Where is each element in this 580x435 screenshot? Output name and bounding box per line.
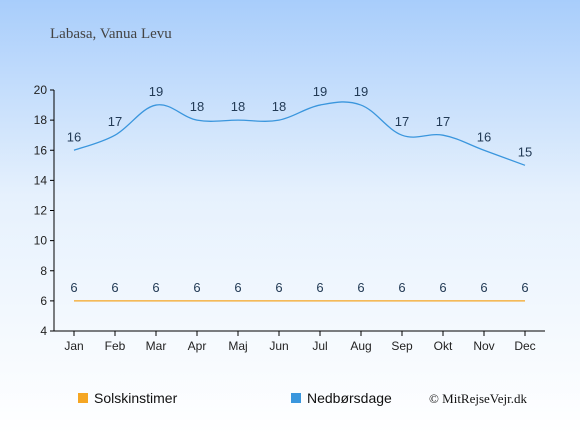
legend-swatch-rain-days bbox=[291, 393, 301, 403]
x-tick-label: Jun bbox=[269, 339, 288, 353]
data-label-rain-days: 19 bbox=[313, 84, 327, 99]
x-tick-label: Feb bbox=[105, 339, 126, 353]
data-label-rain-days: 16 bbox=[477, 129, 491, 144]
data-label-rain-days: 18 bbox=[272, 99, 286, 114]
data-label-rain-days: 19 bbox=[149, 84, 163, 99]
series-line-rain-days bbox=[73, 101, 526, 166]
data-label-sunshine: 6 bbox=[275, 280, 282, 295]
x-tick-label: Aug bbox=[350, 339, 371, 353]
x-tick-label: Nov bbox=[473, 339, 494, 353]
data-label-sunshine: 6 bbox=[152, 280, 159, 295]
data-label-sunshine: 6 bbox=[439, 280, 446, 295]
x-tick-label: Apr bbox=[188, 339, 207, 353]
y-tick-label: 16 bbox=[34, 143, 48, 157]
data-label-sunshine: 6 bbox=[357, 280, 364, 295]
data-label-rain-days: 17 bbox=[108, 114, 122, 129]
data-label-rain-days: 19 bbox=[354, 84, 368, 99]
data-label-sunshine: 6 bbox=[521, 280, 528, 295]
data-label-sunshine: 6 bbox=[480, 280, 487, 295]
data-label-sunshine: 6 bbox=[70, 280, 77, 295]
x-tick-label: Sep bbox=[391, 339, 413, 353]
data-label-rain-days: 16 bbox=[67, 129, 81, 144]
data-label-rain-days: 15 bbox=[518, 144, 532, 159]
legend-swatch-sunshine bbox=[78, 393, 88, 403]
legend-label-rain-days: Nedbørsdage bbox=[307, 390, 392, 406]
x-tick-label: Jan bbox=[64, 339, 83, 353]
y-tick-label: 20 bbox=[34, 83, 48, 97]
x-tick-label: Maj bbox=[228, 339, 247, 353]
x-tick-label: Mar bbox=[146, 339, 167, 353]
data-label-sunshine: 6 bbox=[234, 280, 241, 295]
y-tick-label: 12 bbox=[34, 204, 48, 218]
x-tick-label: Jul bbox=[312, 339, 327, 353]
data-label-rain-days: 18 bbox=[231, 99, 245, 114]
data-label-sunshine: 6 bbox=[398, 280, 405, 295]
data-label-rain-days: 18 bbox=[190, 99, 204, 114]
y-tick-label: 14 bbox=[34, 173, 48, 187]
y-tick-label: 4 bbox=[40, 324, 47, 338]
y-tick-label: 6 bbox=[40, 294, 47, 308]
y-tick-label: 8 bbox=[40, 264, 47, 278]
chart-title: Labasa, Vanua Levu bbox=[50, 26, 172, 42]
data-label-sunshine: 6 bbox=[111, 280, 118, 295]
legend-label-sunshine: Solskinstimer bbox=[94, 390, 178, 406]
y-tick-label: 10 bbox=[34, 234, 48, 248]
x-tick-label: Dec bbox=[514, 339, 535, 353]
data-label-rain-days: 17 bbox=[436, 114, 450, 129]
data-label-rain-days: 17 bbox=[395, 114, 409, 129]
y-tick-label: 18 bbox=[34, 113, 48, 127]
data-label-sunshine: 6 bbox=[193, 280, 200, 295]
x-tick-label: Okt bbox=[434, 339, 453, 353]
credit-text: © MitRejseVejr.dk bbox=[429, 391, 527, 406]
data-label-sunshine: 6 bbox=[316, 280, 323, 295]
